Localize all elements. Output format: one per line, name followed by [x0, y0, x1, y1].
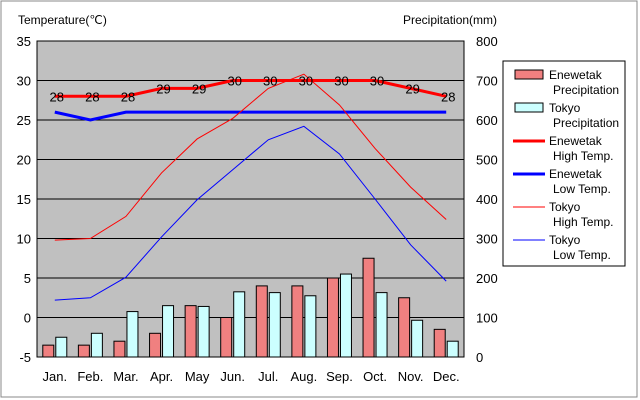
x-tick-label: Dec. — [433, 369, 460, 384]
precip-bar — [197, 305, 210, 358]
right-tick-label: 200 — [476, 271, 498, 286]
data-label: 30 — [370, 74, 384, 89]
precip-bar — [446, 340, 459, 358]
legend-label: Enewetak — [549, 68, 603, 82]
x-tick-label: Oct. — [363, 369, 387, 384]
precip-bar — [362, 257, 375, 358]
precip-bar — [411, 319, 424, 358]
x-tick-label: Nov. — [398, 369, 424, 384]
data-label: 30 — [263, 74, 277, 89]
legend-label: Tokyo — [549, 200, 581, 214]
data-label: 30 — [227, 74, 241, 89]
precip-bar — [255, 285, 268, 358]
legend-swatch — [514, 69, 544, 80]
precip-bar — [339, 273, 352, 358]
precip-bar — [268, 292, 281, 358]
right-tick-label: 600 — [476, 113, 498, 128]
legend-label: Tokyo — [549, 101, 581, 115]
left-tick-label: 15 — [17, 192, 31, 207]
x-tick-label: May — [185, 369, 210, 384]
temp-line — [54, 110, 447, 122]
right-tick-label: 400 — [476, 192, 498, 207]
left-tick-label: 0 — [24, 311, 31, 326]
precip-bar — [398, 297, 411, 358]
precip-bar — [126, 311, 139, 358]
precip-bar — [90, 332, 103, 358]
precip-bar — [233, 291, 246, 358]
precip-bar — [220, 317, 233, 358]
precip-bar — [149, 332, 162, 358]
data-label: 29 — [405, 81, 419, 96]
data-label: 30 — [334, 74, 348, 89]
legend-label: High Temp. — [553, 149, 613, 163]
precip-bar — [42, 344, 55, 358]
precip-bar — [375, 292, 388, 358]
legend-box — [502, 60, 626, 267]
precip-bar — [184, 305, 197, 358]
x-tick-label: Jan. — [43, 369, 68, 384]
right-tick-label: 0 — [476, 350, 483, 365]
x-tick-label: Jun. — [220, 369, 245, 384]
precip-bar — [55, 336, 68, 358]
left-tick-label: 35 — [17, 34, 31, 49]
x-tick-label: Feb. — [77, 369, 103, 384]
precip-bar — [162, 305, 175, 358]
temp-line — [54, 73, 447, 241]
precip-bar — [291, 285, 304, 358]
left-tick-label: 20 — [17, 153, 31, 168]
data-label: 29 — [156, 81, 170, 96]
right-tick-label: 300 — [476, 232, 498, 247]
legend-label: Precipitation — [553, 83, 619, 97]
left-tick-label: 30 — [17, 74, 31, 89]
data-label: 30 — [299, 74, 313, 89]
left-tick-label: -5 — [19, 350, 31, 365]
right-tick-label: 700 — [476, 74, 498, 89]
x-tick-label: Jul. — [258, 369, 278, 384]
left-tick-label: 5 — [24, 271, 31, 286]
temp-line — [54, 79, 447, 98]
legend-label: High Temp. — [553, 215, 613, 229]
legend-label: Low Temp. — [553, 248, 611, 262]
precip-bar — [304, 295, 317, 358]
data-label: 28 — [85, 89, 99, 104]
left-tick-label: 10 — [17, 232, 31, 247]
data-label: 29 — [192, 81, 206, 96]
legend-label: Enewetak — [549, 167, 603, 181]
x-tick-label: Mar. — [113, 369, 138, 384]
precip-bar — [433, 328, 446, 358]
precip-bar — [113, 340, 126, 358]
x-tick-label: Sep. — [326, 369, 353, 384]
right-tick-label: 800 — [476, 34, 498, 49]
legend-label: Precipitation — [553, 116, 619, 130]
x-tick-label: Aug. — [291, 369, 318, 384]
legend-label: Tokyo — [549, 233, 581, 247]
data-label: 28 — [441, 89, 455, 104]
precip-bar — [326, 277, 339, 358]
legend-label: Low Temp. — [553, 182, 611, 196]
left-axis-title: Temperature(℃) — [18, 13, 107, 27]
legend-label: Enewetak — [549, 134, 603, 148]
temp-line — [54, 125, 447, 301]
data-label: 28 — [121, 89, 135, 104]
x-tick-label: Apr. — [150, 369, 173, 384]
right-axis-title: Precipitation(mm) — [403, 13, 497, 27]
data-label: 28 — [50, 89, 64, 104]
right-tick-label: 100 — [476, 311, 498, 326]
left-tick-label: 25 — [17, 113, 31, 128]
legend-swatch — [514, 102, 544, 113]
right-tick-label: 500 — [476, 153, 498, 168]
precip-bar — [77, 344, 90, 358]
